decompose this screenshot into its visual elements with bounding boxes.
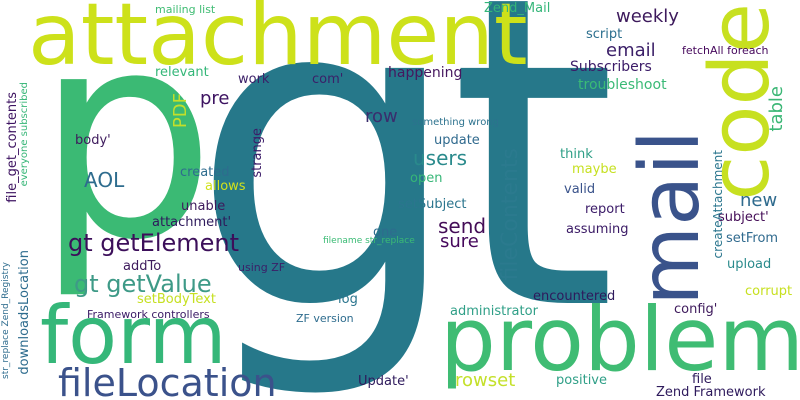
word-using-ZF: using ZF — [238, 261, 286, 274]
word-new: new — [740, 190, 778, 211]
word-addTo: addTo — [123, 259, 162, 274]
word-gt-getElement: gt getElement — [68, 229, 240, 257]
word-Framework-controllers: Framework controllers — [87, 308, 210, 321]
word-everyone-subscribed: everyone subscribed — [19, 82, 30, 187]
word-corrupt: corrupt — [745, 284, 793, 299]
word-subject-quote: subject' — [718, 210, 769, 225]
word-com: com' — [312, 72, 344, 87]
word-strange: strange — [250, 128, 265, 178]
word-file_get_contents: file_get_contents — [5, 92, 20, 203]
word-table: table — [766, 86, 787, 132]
word-fileContents: fileContents — [498, 148, 523, 281]
word-think: think — [560, 147, 593, 162]
word-upload: upload — [727, 257, 772, 272]
word-file: file — [692, 372, 712, 387]
word-maybe: maybe — [572, 162, 617, 177]
word-setSubject: setSubject — [398, 197, 467, 212]
word-filename-str_replace: filename str_replace — [323, 236, 415, 246]
word-unable: unable — [181, 199, 226, 214]
word-email: email — [606, 40, 656, 61]
word-Subscribers: Subscribers — [570, 59, 652, 75]
word-rowset: rowset — [455, 370, 516, 391]
word-users: users — [413, 146, 468, 170]
word-problem: problem — [440, 288, 800, 391]
word-sure: sure — [440, 231, 479, 252]
word-assuming: assuming — [566, 222, 629, 237]
word-gt-getValue: gt getValue — [74, 270, 212, 298]
word-allows: allows — [205, 179, 246, 194]
word-send: send — [438, 214, 487, 238]
word-attachment: attachment — [28, 0, 528, 85]
word-row: row — [365, 106, 398, 127]
word-p: p — [35, 0, 216, 303]
word-mail: mail — [623, 130, 718, 306]
word-positive: positive — [556, 373, 607, 388]
word-happening: happening — [388, 65, 463, 81]
word-fileLocation: fileLocation — [58, 361, 277, 400]
word-setFrom: setFrom — [726, 231, 779, 246]
word-weekly: weekly — [616, 6, 679, 27]
word-valid: valid — [564, 182, 596, 197]
word-createAttachment: createAttachment — [711, 150, 725, 259]
word-config: config' — [674, 302, 718, 317]
word-work: work — [238, 72, 270, 87]
word-setBodyText: setBodyText — [137, 292, 216, 307]
word-attachment-quote: attachment' — [152, 215, 232, 230]
word-PDF: PDF — [170, 93, 191, 129]
word-mailing-list: mailing list — [155, 3, 216, 16]
word-body: body' — [75, 133, 111, 148]
word-administrator: administrator — [450, 304, 538, 319]
word-created: created — [180, 165, 230, 180]
word-Update-quote: Update' — [358, 374, 409, 389]
word-troubleshoot: troubleshoot — [578, 77, 667, 93]
word-report: report — [585, 202, 625, 217]
word-update: update — [434, 133, 480, 148]
word-gt: gt — [190, 0, 618, 400]
word-Zend_Mail: Zend_Mail — [484, 1, 551, 16]
word-Zend-Framework: Zend Framework — [656, 385, 766, 400]
word-downloadsLocation: downloadsLocation — [17, 250, 32, 375]
word-str_replace-Zend_Registry: str_replace Zend_Registry — [1, 262, 11, 379]
word-one: one — [373, 225, 398, 240]
word-encountered: encountered — [533, 289, 616, 304]
word-form: form — [40, 289, 227, 382]
word-something-wrong: something wrong — [412, 117, 499, 128]
word-log: log — [338, 292, 358, 307]
word-fetchAll-foreach: fetchAll foreach — [682, 44, 769, 57]
word-relevant: relevant — [155, 65, 209, 80]
word-script: script — [586, 27, 623, 42]
word-pre: pre — [200, 88, 230, 109]
word-open: open — [410, 171, 443, 186]
word-AOL: AOL — [84, 168, 125, 192]
word-ZF-version: ZF version — [296, 312, 354, 325]
